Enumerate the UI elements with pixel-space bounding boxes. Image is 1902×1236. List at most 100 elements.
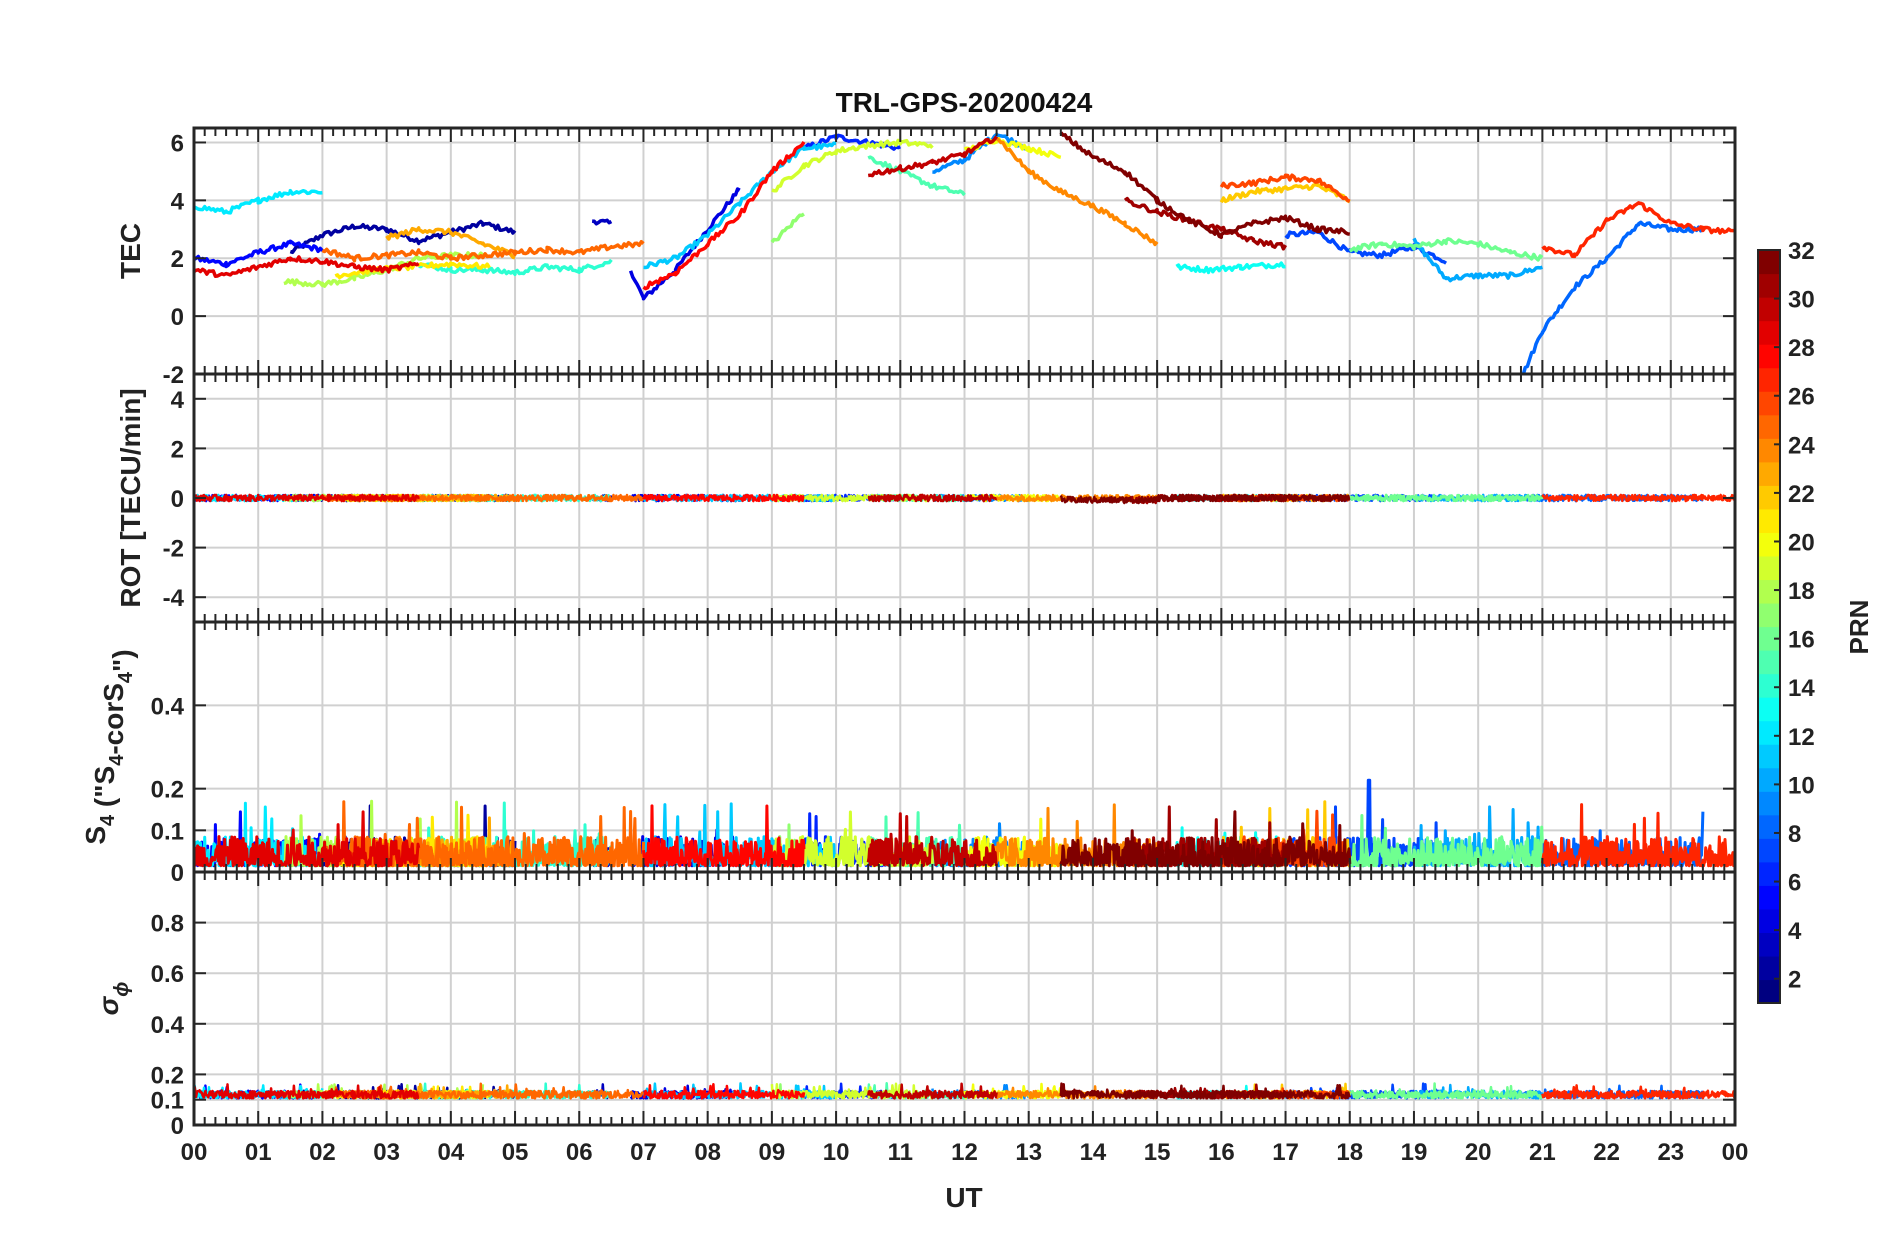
y-tick-label: 4 [171,188,185,215]
tec-line-prn-4 [628,187,741,301]
sigma-line-prn-29 [194,1083,420,1100]
colorbar-level [1758,908,1780,934]
y-tick-label: 2 [171,246,184,273]
y-axis-label-subscript: ϕ [111,982,133,997]
colorbar-level [1758,250,1780,275]
colorbar-tick-label: 2 [1788,967,1801,994]
x-tick-labels: 00 01 02 03 04 05 06 07 08 09 10 11 12 13 14 15 16 17 18 19… [181,1139,1749,1166]
tec-line-prn-5 [194,239,324,269]
colorbar-level [1758,673,1780,698]
tec-line-prn-23 [385,226,516,260]
x-tick-label: 08 [694,1139,721,1166]
tec-line-prn-32 [1059,131,1351,240]
rot-line-prn-28 [642,493,805,503]
x-tick-label: 07 [630,1139,657,1166]
colorbar-tick-label: 8 [1788,821,1801,848]
sigma-line-prn-30 [866,1082,998,1100]
s4-line-prn-29 [194,810,421,868]
x-tick-label: 03 [373,1139,400,1166]
y-tick-label: 0.4 [151,1012,185,1039]
tec-line-prn-13 [1175,261,1286,275]
colorbar-level [1758,861,1780,886]
y-tick-label: -2 [163,362,184,389]
colorbar-level [1758,461,1780,486]
colorbar-level [1758,391,1780,416]
colorbar-tick-label: 14 [1788,675,1815,702]
colorbar-tick-label: 4 [1788,918,1802,945]
panel-s4: 00.10.20.4S4 ("S4-corS4") [80,620,1737,887]
y-tick-label: 0.4 [151,693,185,720]
x-tick-label: 15 [1144,1139,1171,1166]
colorbar-tick-label: 32 [1788,238,1815,265]
x-tick-label: 04 [437,1139,464,1166]
colorbar-tick-label: 26 [1788,384,1815,411]
x-tick-label: 21 [1529,1139,1556,1166]
y-axis-label-part: ("S [89,766,120,815]
rot-line-prn-32 [1059,493,1351,505]
colorbar-tick-label: 20 [1788,529,1815,556]
y-axis-label-part: σ [93,995,124,1015]
colorbar-level [1758,626,1780,651]
tec-line-prn-19 [771,138,934,193]
colorbar-level [1758,555,1780,581]
y-axis-label-s4: S4 ("S4-corS4") [80,649,138,844]
y-tick-label: 0 [171,486,184,513]
series-group-rot [194,493,1735,505]
colorbar-level [1758,885,1780,910]
y-tick-label: 0.6 [151,961,184,988]
panel-sigma: 00.10.2 0.4 0.6 0.8 σϕ [93,870,1737,1140]
colorbar-level [1758,273,1780,298]
colorbar-label: PRN [1844,600,1874,655]
x-tick-label: 14 [1080,1139,1107,1166]
y-axis-label-sigma: σϕ [93,982,133,1016]
x-tick-label: 19 [1401,1139,1428,1166]
y-tick-label: 6 [171,130,184,157]
y-tick-label: 0 [171,860,184,887]
colorbar-level [1758,932,1780,957]
y-axis-label-subscript: 4 [115,671,137,683]
y-tick-label: 0 [171,1113,184,1140]
y-axis-label-subscript: 4 [97,814,119,826]
s4-line-prn-30 [866,812,999,868]
tec-line-prn-26 [1219,173,1351,203]
colorbar-level [1758,791,1780,816]
colorbar-tick-label: 28 [1788,335,1815,362]
colorbar-level [1758,508,1780,533]
sigma-line-prn-28 [642,1082,806,1100]
tec-line-prn-29 [194,255,420,279]
colorbar-level [1758,414,1780,439]
colorbar-level [1758,579,1780,604]
chart-title: TRL-GPS-20200424 [836,87,1093,118]
sigma-line-prn-32 [1059,1082,1351,1100]
tec-line-prn-17 [770,212,805,244]
colorbar-level [1758,979,1780,1004]
colorbar-tick-label: 16 [1788,627,1815,654]
colorbar-level [1758,720,1780,745]
colorbar-tick-label: 24 [1788,432,1815,459]
colorbar-level [1758,438,1780,463]
panel-rot: -4 -2 0 2 4 ROT [TECU/min] [115,372,1737,624]
tec-line-prn-25 [321,239,645,263]
colorbar-level [1758,367,1780,392]
y-tick-label: 4 [171,387,185,414]
sigma-line-prn-27 [1541,1084,1735,1100]
tec-line-prn-27 [1541,201,1735,259]
x-tick-label: 05 [502,1139,529,1166]
y-axis-label-tec: TEC [115,223,146,279]
y-axis-label-part: -corS [98,683,129,755]
y-axis-label-part: S [80,826,111,845]
x-tick-label: 17 [1272,1139,1299,1166]
y-axis-label-subscript: 4 [106,754,128,766]
x-tick-label: 00 [181,1139,208,1166]
y-tick-label: 0 [171,304,184,331]
y-tick-label: 0.2 [151,777,184,804]
sigma-line-prn-16 [1348,1082,1544,1100]
rot-line-prn-16 [1348,493,1544,503]
colorbar-level [1758,602,1780,628]
tec-line-prn-21 [334,261,491,280]
tec-line-prn-28 [642,140,806,291]
rot-line-prn-29 [194,493,420,503]
tec-line-prn-22 [1219,182,1351,204]
tec-line-prn-10 [1412,237,1543,283]
x-tick-label: 13 [1015,1139,1042,1166]
